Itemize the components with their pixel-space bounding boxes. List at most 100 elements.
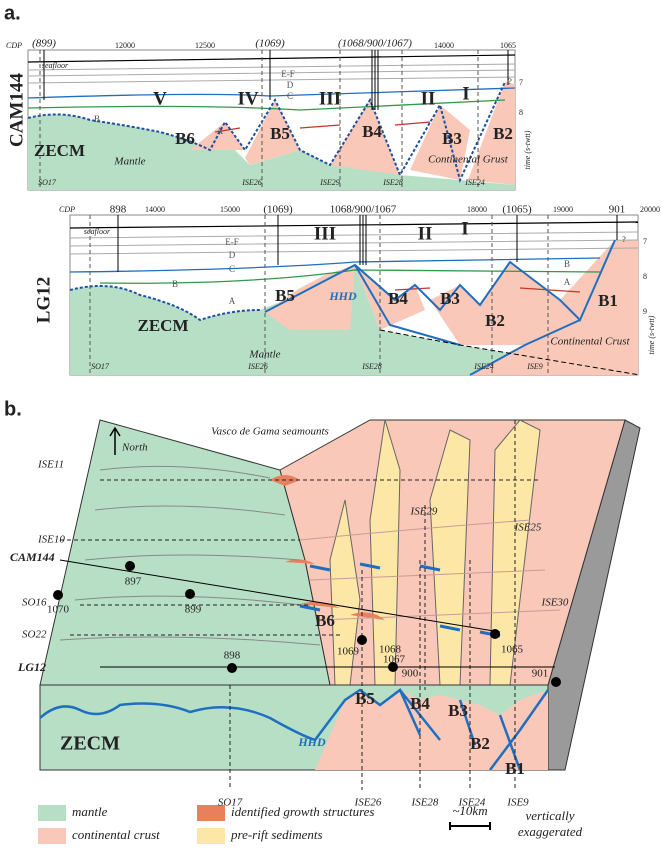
mantle-surface [39,419,331,686]
legend-swatch [38,805,66,821]
it-text: SO16 [22,597,47,609]
lg12-section [69,214,641,376]
it-text: ISE24 [458,797,486,809]
leg-text: mantle [72,804,108,819]
uni-text: C [229,264,235,274]
site-dot [551,677,561,687]
it-text: (1068/900/1067) [338,38,412,50]
it-text: ISE26 [241,178,262,187]
seafloor [69,221,639,229]
blk-text: B3 [440,289,460,308]
blu-text: HHD [297,735,326,749]
mantle [70,265,640,375]
site-line [117,215,618,272]
horizon [27,99,506,111]
leg-text: continental crust [72,827,160,842]
label-text: 1070 [47,604,70,616]
label-text: 901 [609,204,626,216]
uni-text: B [172,279,178,289]
horizon [69,231,639,255]
crust [265,240,638,375]
sm-text: 8 [643,272,647,281]
horizon [394,287,581,293]
it-text: ISE28 [411,797,439,809]
label-text: 1068/900/1067 [330,204,397,216]
it-text: ISE24 [464,178,485,187]
sm-text: 9 [643,307,647,316]
cam144-section [27,49,516,191]
site-dot [357,635,367,645]
it-text: SO22 [22,629,47,641]
sites [53,561,561,687]
legend-swatch [197,828,225,844]
blk-text: B2 [493,124,513,143]
sm-text: 15000 [220,205,240,214]
big-text: I [462,83,469,104]
label-text: 897 [125,576,142,588]
profile-line [39,50,479,190]
label-text: 898 [110,204,127,216]
blk-text: B6 [175,129,195,148]
sm-text: 20000 [640,205,660,214]
uni-text: B [564,259,570,269]
it-text: ISE28 [382,178,403,187]
blk-text: B5 [355,689,375,708]
leg-text: vertically [525,808,574,823]
uni-text: D [287,80,294,90]
blk-text: B1 [598,291,618,310]
blk-text: B6 [315,611,335,630]
legend-swatch [197,805,225,821]
site-dot [53,590,63,600]
big-text: IV [237,88,258,109]
sm-text: 7 [643,237,647,246]
site-dot [125,561,135,571]
it-text: seafloor [42,61,69,70]
it-text: Mantle [113,156,145,168]
big-text: LG12 [33,277,54,323]
label-text: 898 [224,650,241,662]
label-text: 1068 [379,644,402,656]
big-text: III [319,88,341,109]
uni-text: A [564,277,571,287]
it-text: ISE30 [541,597,569,609]
big-text: I [461,218,468,239]
horizon [27,87,516,99]
big-text: III [314,223,336,244]
label-text: 1065 [501,644,524,656]
it-text: ISE9 [526,362,543,371]
it-text: time (s-twtt) [523,130,532,169]
it-text: Mantle [248,349,280,361]
scale-bar [449,822,491,830]
it-text: SO17 [218,797,243,809]
it-text: ISE10 [37,534,65,546]
sm-text: 14000 [434,41,454,50]
sm-text: 12500 [195,41,215,50]
blk-text: B2 [485,311,505,330]
blk-text: B3 [442,129,462,148]
it-text: North [121,442,148,454]
uni-text: B [94,114,100,124]
contour [59,465,321,646]
site-dot [490,629,500,639]
seafloor [27,54,516,63]
lbl-text: b. [4,398,22,420]
it-text: SO17 [91,362,110,371]
north-arrow [109,426,121,455]
label-text: 900 [402,668,419,680]
site-dot [185,589,195,599]
site-line [43,50,509,110]
uni-text: A [229,296,236,306]
profile-line [60,420,540,790]
sm-text: 1065 [500,41,516,50]
sm-text: 12000 [115,41,135,50]
profile-line [89,215,549,375]
fault [264,239,616,376]
leg-text: pre-rift sediments [230,827,323,842]
uni-text: A [217,126,224,136]
basement [69,285,261,322]
block-diagram [39,419,641,790]
it-text: (899) [32,38,56,50]
blk-text: B3 [448,701,468,720]
it-text: ISE24 [473,362,494,371]
it-text: Continental Crust [550,336,630,348]
